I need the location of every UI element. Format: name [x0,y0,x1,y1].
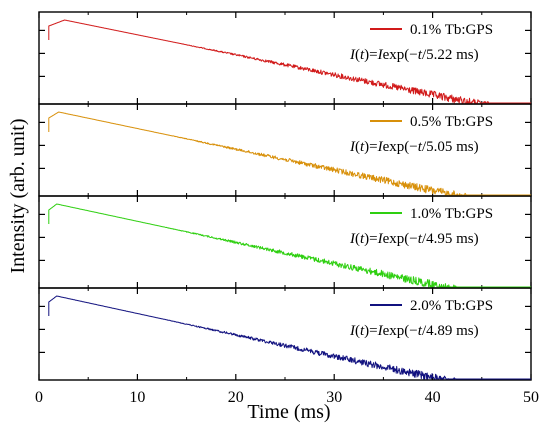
x-tick-label: 20 [228,389,244,406]
decay-series-line [48,295,531,380]
x-tick-label: 0 [35,389,43,406]
legend-label: 0.5% Tb:GPS [410,114,493,130]
panel-4: 2.0% Tb:GPS I(t)=Iexp(−t/4.89 ms) [38,287,532,381]
fit-equation: I(t)=Iexp(−t/5.22 ms) [349,47,479,63]
decay-series-line [48,111,531,196]
fit-equation: I(t)=Iexp(−t/5.05 ms) [349,139,479,155]
panel-1: 0.1% Tb:GPS I(t)=Iexp(−t/5.22 ms) [38,11,532,105]
decay-series-line [48,19,531,104]
legend-label: 2.0% Tb:GPS [410,298,493,314]
fit-equation: I(t)=Iexp(−t/4.95 ms) [349,231,479,247]
x-tick-label: 40 [425,389,441,406]
decay-series-line [48,203,531,288]
fit-equation: I(t)=Iexp(−t/4.89 ms) [349,323,479,339]
legend-label: 0.1% Tb:GPS [410,22,493,38]
y-axis-title: Intensity (arb. unit) [7,119,29,274]
panels-group: 0.1% Tb:GPS I(t)=Iexp(−t/5.22 ms) 0.5% Tb:… [38,11,532,381]
x-tick-label: 30 [326,389,342,406]
x-axis: 0 10 20 30 40 50 [35,389,539,406]
x-tick-label: 50 [523,389,539,406]
x-axis-title: Time (ms) [247,401,330,423]
legend-label: 1.0% Tb:GPS [410,206,493,222]
panel-2: 0.5% Tb:GPS I(t)=Iexp(−t/5.05 ms) [38,103,532,197]
x-tick-label: 10 [129,389,145,406]
panel-3: 1.0% Tb:GPS I(t)=Iexp(−t/4.95 ms) [38,195,532,289]
